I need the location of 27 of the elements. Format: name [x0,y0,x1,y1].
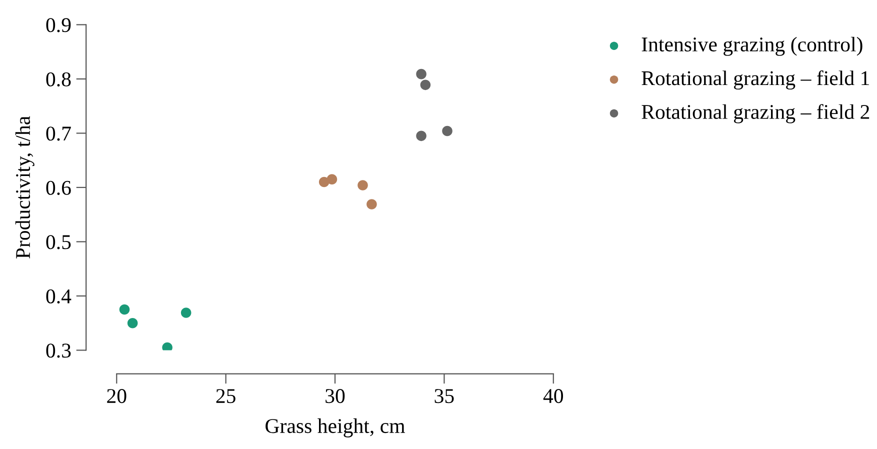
point [326,174,338,184]
y-tick-label: 0.8 [46,72,71,86]
x-tick-label: 25 [216,389,236,404]
y-tick-label: 0.7 [46,126,71,141]
x-axis-title: Grass height, cm [266,418,405,438]
x-tick-label: 35 [434,389,454,404]
point [358,180,368,190]
legend-label: Rotational grazing – field 2 [642,104,870,124]
y-tick-label: 0.9 [46,18,71,32]
y-tick-label: 0.3 [46,344,71,358]
y-tick-label: 0.5 [46,235,71,250]
point [442,126,452,136]
x-tick-label: 40 [543,389,564,404]
point [420,80,431,90]
y-axis-title: Productivity, t/ha [15,116,34,259]
point [366,199,377,210]
x-tick-label: 30 [326,389,345,404]
x-tick-label: 20 [107,389,126,404]
y-tick-label: 0.4 [46,289,72,304]
legend-label: Intensive grazing (control) [642,36,862,56]
point [416,68,426,80]
point [416,130,426,142]
legend-label: Rotational grazing – field 1 [642,70,869,90]
y-tick-label: 0.6 [46,180,71,195]
point [127,318,138,328]
point [180,308,192,318]
point [119,304,130,315]
